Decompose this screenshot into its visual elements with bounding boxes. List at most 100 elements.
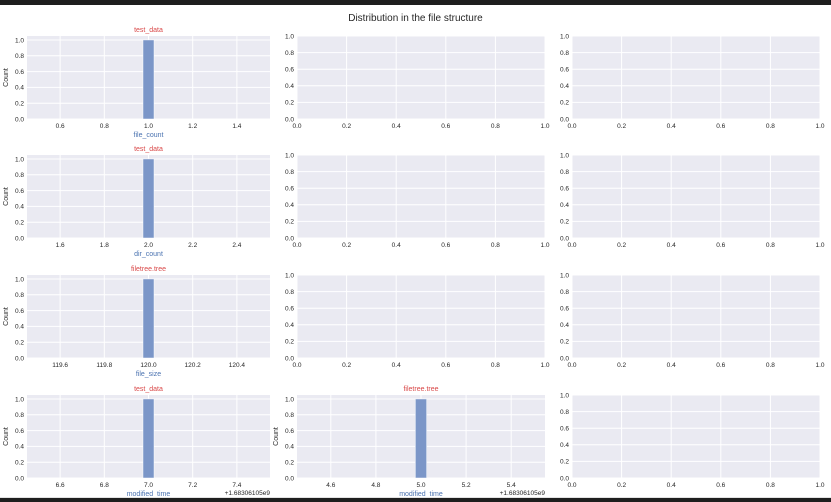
- y-tick-label: 0.0: [15, 475, 24, 482]
- y-tick-label: 0.8: [285, 412, 294, 419]
- x-tick-label: 0.4: [667, 362, 676, 369]
- x-tick-label: 1.0: [540, 242, 549, 249]
- x-tick-label: 2.0: [144, 242, 153, 249]
- x-tick-label: 0.8: [766, 362, 775, 369]
- y-tick-label: 1.0: [285, 396, 294, 403]
- x-tick-label: 120.2: [185, 362, 202, 369]
- y-tick-label: 0.8: [15, 172, 24, 179]
- x-tick-label: 1.6: [56, 242, 65, 249]
- y-tick-label: 0.2: [15, 459, 24, 466]
- x-tick-label: 7.0: [144, 482, 153, 489]
- y-tick-label: 0.6: [15, 308, 24, 315]
- x-tick-label: 6.8: [100, 482, 109, 489]
- subplot-title: test_data: [134, 27, 163, 34]
- y-tick-label: 1.0: [285, 152, 294, 159]
- axes-r1c3: [572, 36, 820, 119]
- y-axis-label: Count: [273, 427, 280, 446]
- y-tick-label: 0.2: [560, 459, 569, 466]
- y-tick-label: 0.4: [285, 322, 294, 329]
- x-tick-label: 0.2: [617, 242, 626, 249]
- x-tick-label: 0.4: [667, 123, 676, 130]
- x-tick-label: 0.4: [667, 482, 676, 489]
- figure-title: Distribution in the file structure: [348, 13, 483, 24]
- y-tick-label: 0.4: [15, 444, 24, 451]
- y-tick-label: 0.4: [285, 202, 294, 209]
- x-tick-label: 5.2: [462, 482, 471, 489]
- histogram-bar: [142, 398, 155, 479]
- y-tick-label: 0.6: [285, 67, 294, 74]
- y-tick-label: 1.0: [560, 152, 569, 159]
- x-tick-label: 0.8: [491, 123, 500, 130]
- axes-r3c3: [572, 275, 820, 358]
- y-tick-label: 0.6: [285, 186, 294, 193]
- x-tick-label: 1.0: [540, 123, 549, 130]
- x-tick-label: 0.2: [617, 362, 626, 369]
- y-tick-label: 0.8: [15, 53, 24, 60]
- x-tick-label: 0.6: [716, 242, 725, 249]
- x-axis-label: file_count: [134, 132, 164, 139]
- y-tick-label: 0.2: [560, 219, 569, 226]
- x-tick-label: 0.6: [441, 123, 450, 130]
- x-tick-label: 7.2: [188, 482, 197, 489]
- y-tick-label: 0.8: [560, 169, 569, 176]
- x-tick-label: 5.4: [507, 482, 516, 489]
- x-tick-label: 0.0: [567, 482, 576, 489]
- x-tick-label: 0.8: [766, 482, 775, 489]
- x-tick-label: 1.4: [232, 123, 241, 130]
- x-tick-label: 1.8: [100, 242, 109, 249]
- axes-r3c2: [297, 275, 545, 358]
- x-tick-label: 4.8: [371, 482, 380, 489]
- x-tick-label: 0.6: [716, 362, 725, 369]
- y-tick-label: 1.0: [15, 37, 24, 44]
- y-tick-label: 1.0: [285, 272, 294, 279]
- x-tick-label: 0.4: [392, 242, 401, 249]
- x-tick-label: 5.0: [416, 482, 425, 489]
- y-tick-label: 0.4: [560, 202, 569, 209]
- x-tick-label: 0.8: [100, 123, 109, 130]
- x-tick-label: 0.0: [567, 242, 576, 249]
- x-tick-label: 0.6: [441, 362, 450, 369]
- x-tick-label: 0.8: [491, 242, 500, 249]
- x-tick-label: 0.2: [617, 123, 626, 130]
- y-tick-label: 0.8: [15, 292, 24, 299]
- y-tick-label: 0.0: [15, 116, 24, 123]
- histogram-bar: [415, 398, 427, 479]
- y-axis-label: Count: [3, 68, 10, 87]
- axes-r1c2: [297, 36, 545, 119]
- subplot-title: test_data: [134, 386, 163, 393]
- x-tick-label: 0.0: [292, 242, 301, 249]
- x-tick-label: 6.6: [56, 482, 65, 489]
- y-tick-label: 0.6: [285, 428, 294, 435]
- y-tick-label: 0.2: [285, 219, 294, 226]
- y-tick-label: 0.8: [560, 289, 569, 296]
- subplot-title: filetree.tree: [131, 266, 166, 273]
- y-tick-label: 0.2: [15, 339, 24, 346]
- x-tick-label: 1.0: [144, 123, 153, 130]
- x-tick-label: 0.0: [292, 123, 301, 130]
- axes-r4c3: [572, 395, 820, 478]
- x-tick-label: 120.4: [229, 362, 246, 369]
- y-tick-label: 0.4: [15, 204, 24, 211]
- x-tick-label: 0.0: [567, 123, 576, 130]
- y-tick-label: 0.6: [15, 69, 24, 76]
- x-tick-label: 1.2: [188, 123, 197, 130]
- y-tick-label: 1.0: [15, 276, 24, 283]
- y-tick-label: 0.6: [560, 426, 569, 433]
- x-tick-label: 0.4: [392, 362, 401, 369]
- x-tick-label: 0.6: [716, 482, 725, 489]
- y-tick-label: 0.0: [560, 116, 569, 123]
- x-tick-label: 1.0: [815, 242, 824, 249]
- x-tick-label: 119.6: [52, 362, 68, 369]
- subplot-title: filetree.tree: [403, 386, 438, 393]
- y-tick-label: 1.0: [560, 272, 569, 279]
- y-tick-label: 0.2: [285, 100, 294, 107]
- histogram-bar: [142, 158, 155, 239]
- y-tick-label: 1.0: [560, 392, 569, 399]
- y-axis-label: Count: [3, 187, 10, 206]
- y-tick-label: 0.8: [285, 289, 294, 296]
- x-tick-label: 0.6: [441, 242, 450, 249]
- histogram-bar: [142, 278, 155, 359]
- x-axis-label: dir_count: [134, 251, 163, 258]
- x-tick-label: 0.8: [766, 242, 775, 249]
- x-tick-label: 0.6: [716, 123, 725, 130]
